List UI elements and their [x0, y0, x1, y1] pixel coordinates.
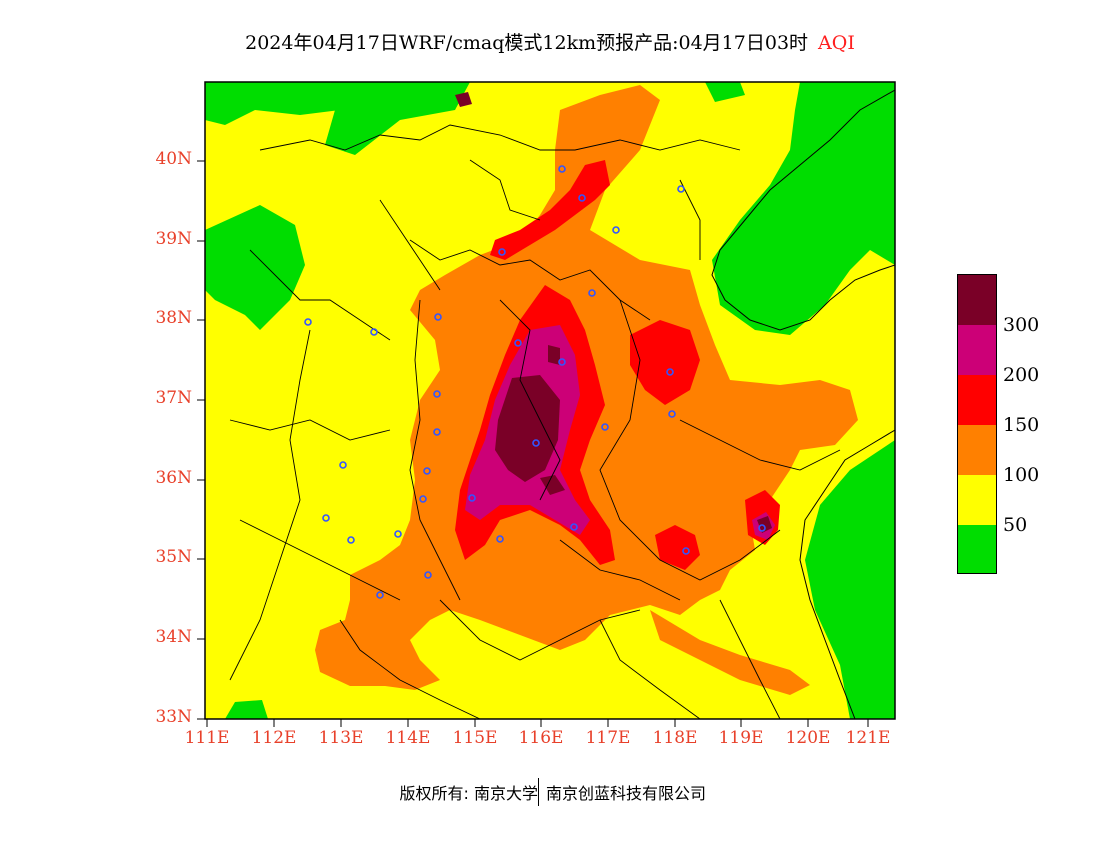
green-region-bohai — [712, 82, 895, 335]
aqi-colorbar — [957, 274, 997, 574]
orange-region-east — [650, 610, 810, 695]
map-title: 2024年04月17日WRF/cmaq模式12km预报产品:04月17日03时 A… — [0, 28, 1100, 55]
colorbar-label: 50 — [1003, 514, 1028, 536]
lon-label: 121E — [845, 728, 891, 748]
lat-label: 40N — [155, 149, 192, 169]
lat-label: 34N — [155, 627, 192, 647]
lon-label: 115E — [452, 728, 498, 748]
coastline — [711, 89, 895, 719]
colorbar-swatch — [958, 275, 996, 325]
lon-label: 113E — [318, 728, 364, 748]
colorbar-swatch — [958, 475, 996, 525]
red-region-linyi — [655, 525, 700, 570]
maroon-region-south — [540, 475, 565, 495]
red-region-east-shandong — [630, 320, 700, 405]
lon-label: 118E — [652, 728, 698, 748]
copyright-left: 版权所有: 南京大学 — [399, 784, 538, 803]
green-region-yellowsea — [805, 440, 895, 719]
green-region-northwest — [205, 82, 340, 125]
lat-label: 33N — [155, 707, 192, 727]
lat-label: 38N — [155, 308, 192, 328]
colorbar-label: 150 — [1003, 414, 1040, 436]
title-variable: AQI — [818, 32, 855, 54]
green-region-north — [325, 82, 470, 155]
lon-label: 119E — [718, 728, 764, 748]
red-region-north-corridor — [490, 160, 610, 260]
colorbar-swatch — [958, 525, 996, 573]
city-markers — [304, 165, 766, 599]
green-region-sw-corner — [225, 700, 268, 719]
title-main: 2024年04月17日WRF/cmaq模式12km预报产品:04月17日03时 — [245, 32, 809, 54]
green-region-north-east — [705, 82, 745, 102]
maroon-region-coast — [757, 516, 772, 533]
lat-label: 39N — [155, 229, 192, 249]
footer-separator — [538, 778, 539, 806]
copyright-right: 南京创蓝科技有限公司 — [546, 784, 707, 803]
colorbar-label: 100 — [1003, 464, 1040, 486]
green-region-west — [205, 205, 305, 330]
lon-label: 117E — [585, 728, 631, 748]
colorbar-label: 200 — [1003, 364, 1040, 386]
province-boundaries — [229, 124, 841, 719]
lon-label: 111E — [184, 728, 230, 748]
colorbar-label: 300 — [1003, 314, 1040, 336]
lon-label: 114E — [385, 728, 431, 748]
lat-label: 36N — [155, 468, 192, 488]
lon-label: 120E — [785, 728, 831, 748]
colorbar-swatch — [958, 425, 996, 475]
lon-label: 112E — [251, 728, 297, 748]
colorbar-swatch — [958, 325, 996, 375]
colorbar-swatch — [958, 375, 996, 425]
maroon-region-northwest — [455, 92, 472, 107]
maroon-region-core — [495, 375, 560, 482]
lat-label: 35N — [155, 547, 192, 567]
maroon-region-north — [548, 345, 560, 365]
lat-label: 37N — [155, 388, 192, 408]
lon-label: 116E — [518, 728, 564, 748]
axis-ticks — [197, 160, 869, 727]
